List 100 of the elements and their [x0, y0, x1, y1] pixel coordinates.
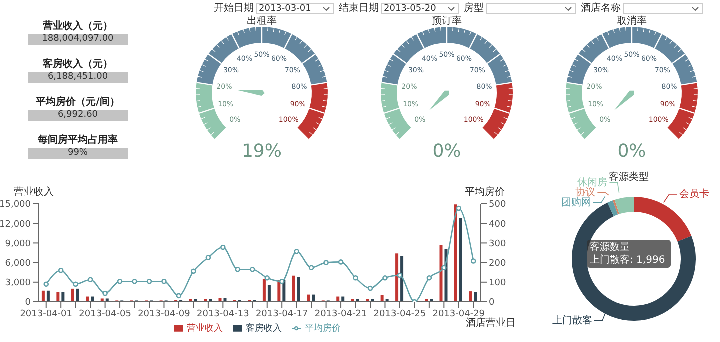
point: [382, 275, 388, 281]
y2-tick-label: 0: [489, 298, 495, 308]
slice-label: 上门散客: [552, 314, 592, 326]
point: [426, 275, 432, 281]
point: [264, 275, 270, 281]
bar: [71, 288, 74, 302]
bar: [440, 245, 443, 302]
point: [442, 265, 447, 271]
bar: [42, 290, 45, 302]
bar: [396, 254, 399, 302]
point: [456, 206, 462, 212]
y2-tick-label: 500: [489, 200, 506, 210]
value-box: 99%: [28, 148, 128, 159]
bar: [297, 277, 300, 302]
value-box: 6,188,451.00: [28, 72, 128, 83]
text: 客源数量: [589, 241, 631, 254]
point: [58, 268, 64, 274]
point: [470, 258, 476, 264]
text: 0%: [618, 141, 646, 162]
point: [294, 248, 300, 254]
point: [102, 290, 108, 296]
point: [132, 278, 138, 284]
y2-axis-title: 平均房价: [465, 186, 505, 199]
text: 0%: [432, 141, 462, 162]
bar: [380, 295, 384, 302]
x-tick-label: 2013-04-21: [314, 309, 368, 320]
bar: [56, 292, 60, 302]
point: [324, 260, 329, 266]
bar: [400, 256, 404, 302]
bar: [307, 294, 310, 302]
slice-label: 协议: [576, 186, 596, 198]
donut-slice: [613, 200, 620, 215]
text: 预订率: [431, 14, 463, 28]
point: [206, 255, 212, 260]
category-label: 结束日期: [339, 2, 379, 15]
point: [44, 282, 50, 288]
bar: [262, 279, 266, 302]
y-tick-label: 6,000: [5, 258, 32, 269]
dropdown-field: 2013-05-20: [381, 2, 459, 14]
legend-label: 平均房价: [305, 324, 341, 334]
bar: [312, 294, 316, 302]
donut-slice: [634, 197, 692, 242]
donut-slice: [614, 197, 634, 214]
slice-label: 会员卡: [679, 188, 710, 200]
bar: [474, 292, 478, 302]
x-tick-label: 2013-04-13: [197, 309, 250, 320]
bar: [268, 285, 271, 302]
dropdown-field: 2013-03-01: [256, 2, 334, 14]
bar: [46, 290, 50, 302]
point: [162, 278, 167, 284]
point: [397, 272, 403, 278]
slice-label: 休闲房: [578, 176, 608, 188]
y2-tick-label: 400: [489, 220, 506, 230]
point: [235, 267, 241, 272]
x-axis-title: 酒店营业日: [466, 317, 516, 330]
y-tick-label: 9,000: [5, 239, 32, 250]
bar: [100, 298, 104, 302]
category-label: 每间房平均占用率: [37, 134, 119, 147]
y2-tick-label: 200: [489, 258, 506, 269]
y-tick-label: 12,000: [0, 220, 32, 230]
x-tick-label: 2013-04-17: [256, 309, 308, 320]
point: [353, 275, 358, 281]
text: 取消率: [616, 14, 648, 28]
category-label: 酒店名称: [581, 2, 621, 15]
category-label: 房型: [464, 2, 484, 15]
y2-tick-label: 100: [489, 278, 506, 289]
category-label: 客房收入（元）: [42, 58, 114, 71]
bar: [62, 292, 65, 302]
category-label: 平均房价（元/间）: [35, 96, 121, 109]
point: [250, 267, 256, 272]
point: [308, 265, 314, 271]
category-label: 营业收入（元）: [42, 20, 114, 33]
x-tick-label: 2013-04-09: [138, 309, 191, 320]
x-tick-label: 2013-04-25: [374, 309, 426, 320]
point: [88, 277, 94, 282]
point: [220, 244, 226, 250]
text: 上门散客: 1,996: [589, 254, 666, 267]
bar: [292, 276, 296, 302]
x-tick-label: 2013-04-05: [79, 309, 132, 320]
bar: [459, 218, 462, 302]
slice-label: 团购网: [561, 197, 592, 208]
y-tick-label: 15,000: [0, 200, 32, 210]
y-tick-label: 0: [25, 298, 32, 308]
category-label: 开始日期: [214, 2, 254, 15]
point: [73, 282, 78, 288]
donut-slice: [608, 200, 618, 216]
y-axis-title: 营业收入: [14, 186, 54, 199]
text: 出租率: [246, 14, 278, 28]
legend-label: 营业收入: [187, 324, 223, 334]
legend-label: 客房收入: [246, 324, 282, 334]
point: [176, 293, 182, 299]
chart-title: 客源类型: [609, 172, 649, 183]
point: [146, 278, 152, 284]
point: [338, 260, 344, 265]
point: [279, 278, 285, 284]
point: [117, 278, 123, 284]
y-tick-label: 3,000: [5, 278, 32, 289]
point: [368, 286, 374, 292]
x-tick-label: 2013-04-01: [20, 309, 73, 320]
bar: [469, 292, 472, 302]
